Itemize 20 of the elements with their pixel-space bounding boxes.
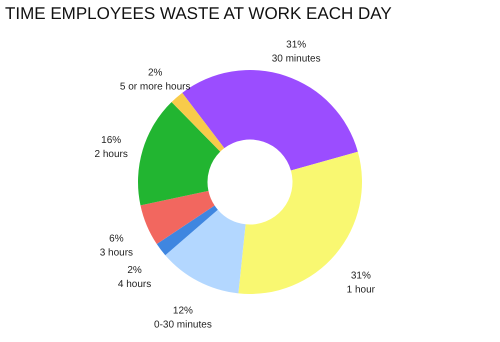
slice-label: 0-30 minutes	[154, 320, 212, 331]
data-label: 31%	[286, 40, 306, 51]
slice-label: 2 hours	[94, 149, 128, 160]
slice-label: 3 hours	[100, 247, 134, 258]
data-label: 2%	[127, 264, 142, 276]
slice-label: 1 hour	[346, 284, 376, 296]
data-label: 6%	[109, 233, 124, 244]
slice-label: 30 minutes	[272, 54, 321, 65]
donut-slice	[165, 210, 246, 294]
slice-label: 5 or more hours	[120, 81, 190, 92]
data-label: 12%	[172, 306, 194, 317]
donut-slice	[172, 92, 224, 152]
data-label: 2%	[148, 67, 163, 78]
data-label: 31%	[350, 270, 371, 282]
donut-slice	[138, 102, 220, 206]
data-label: 16%	[101, 135, 122, 146]
chart-title: TIME EMPLOYEES WASTE AT WORK EACH DAY	[5, 4, 392, 23]
donut-slice	[156, 206, 218, 256]
slice-label: 4 hours	[118, 278, 152, 290]
donut-slice	[140, 190, 215, 244]
